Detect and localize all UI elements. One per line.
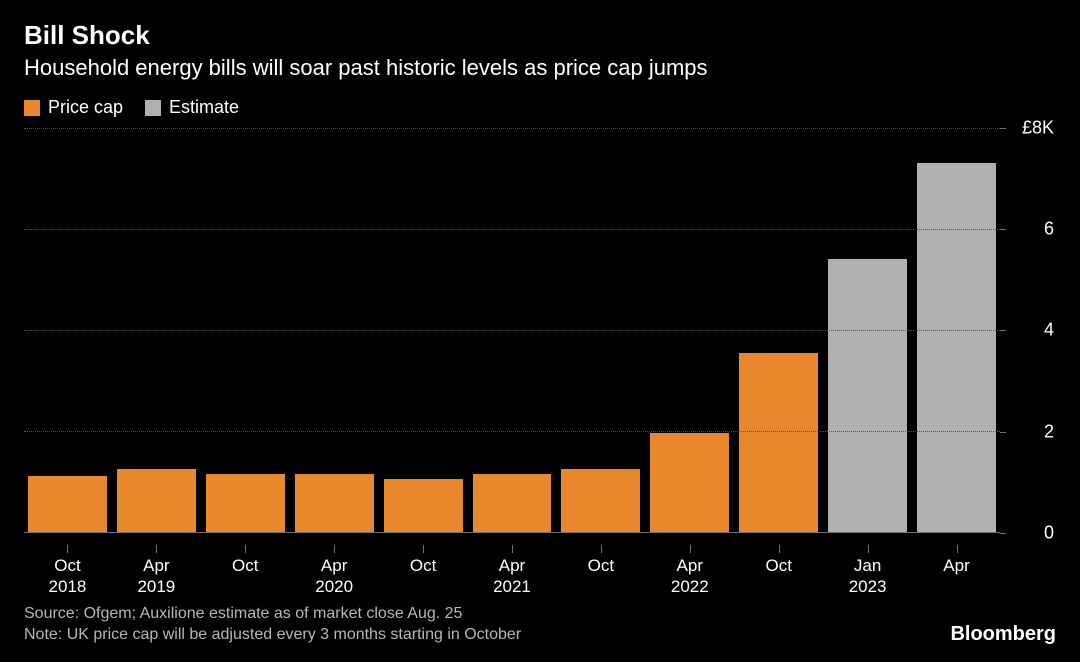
brand-label: Bloomberg — [950, 623, 1056, 646]
x-axis-area: Oct 2018 Apr 2019 Oct Apr 2020 Oct Apr 2021 Oc… — [24, 545, 1056, 601]
x-tick-label: Oct — [232, 555, 258, 576]
bar — [206, 474, 285, 532]
x-tick-mark — [512, 545, 513, 553]
legend-swatch — [145, 100, 161, 116]
x-tick-mark — [334, 545, 335, 553]
y-tick-label: 4 — [1000, 320, 1056, 341]
y-tick-mark — [1000, 128, 1006, 129]
x-tick-mark — [957, 545, 958, 553]
x-tick-label: Apr — [943, 555, 969, 576]
y-tick-mark — [1000, 432, 1006, 433]
bar — [295, 474, 374, 532]
x-tick-mark — [156, 545, 157, 553]
x-tick-label: Oct 2018 — [49, 555, 87, 598]
x-tick-label: Apr 2020 — [315, 555, 353, 598]
bar — [739, 353, 818, 532]
y-tick-label: 6 — [1000, 219, 1056, 240]
note-line: Note: UK price cap will be adjusted ever… — [24, 624, 1056, 646]
chart-plot-wrap: 0246£8K — [24, 128, 1056, 533]
y-tick-label: 0 — [1000, 522, 1056, 543]
chart-footer: Source: Ofgem; Auxilione estimate as of … — [24, 603, 1056, 646]
gridline — [24, 128, 1000, 129]
x-tick-mark — [690, 545, 691, 553]
y-tick-label: 2 — [1000, 421, 1056, 442]
y-tick-mark — [1000, 330, 1006, 331]
legend: Price cap Estimate — [24, 97, 1056, 118]
gridline — [24, 330, 1000, 331]
legend-item: Estimate — [145, 97, 239, 118]
chart-container: Bill Shock Household energy bills will s… — [0, 0, 1080, 662]
legend-label: Price cap — [48, 97, 123, 118]
source-line: Source: Ofgem; Auxilione estimate as of … — [24, 603, 1056, 625]
x-tick-label: Oct — [410, 555, 436, 576]
bar — [28, 476, 107, 532]
x-tick-mark — [779, 545, 780, 553]
x-tick-label: Apr 2022 — [671, 555, 709, 598]
x-tick-label: Oct — [588, 555, 614, 576]
x-tick-mark — [601, 545, 602, 553]
bar — [917, 163, 996, 531]
x-tick-label: Jan 2023 — [849, 555, 887, 598]
legend-item: Price cap — [24, 97, 123, 118]
x-tick-mark — [67, 545, 68, 553]
chart-title: Bill Shock — [24, 20, 1056, 51]
x-tick-mark — [423, 545, 424, 553]
bar — [561, 469, 640, 532]
y-tick-mark — [1000, 533, 1006, 534]
chart-subtitle: Household energy bills will soar past hi… — [24, 55, 1056, 81]
bar — [384, 479, 463, 532]
y-tick-mark — [1000, 229, 1006, 230]
y-axis: 0246£8K — [1000, 128, 1056, 533]
x-tick-label: Apr 2021 — [493, 555, 531, 598]
y-tick-label: £8K — [1000, 118, 1056, 139]
bar — [650, 433, 729, 531]
plot-area — [24, 128, 1000, 533]
x-tick-mark — [245, 545, 246, 553]
legend-swatch — [24, 100, 40, 116]
bar — [828, 259, 907, 532]
bar — [473, 474, 552, 532]
gridline — [24, 431, 1000, 432]
x-tick-mark — [868, 545, 869, 553]
legend-label: Estimate — [169, 97, 239, 118]
x-tick-label: Oct — [765, 555, 791, 576]
bar — [117, 469, 196, 532]
gridline — [24, 229, 1000, 230]
x-tick-label: Apr 2019 — [137, 555, 175, 598]
